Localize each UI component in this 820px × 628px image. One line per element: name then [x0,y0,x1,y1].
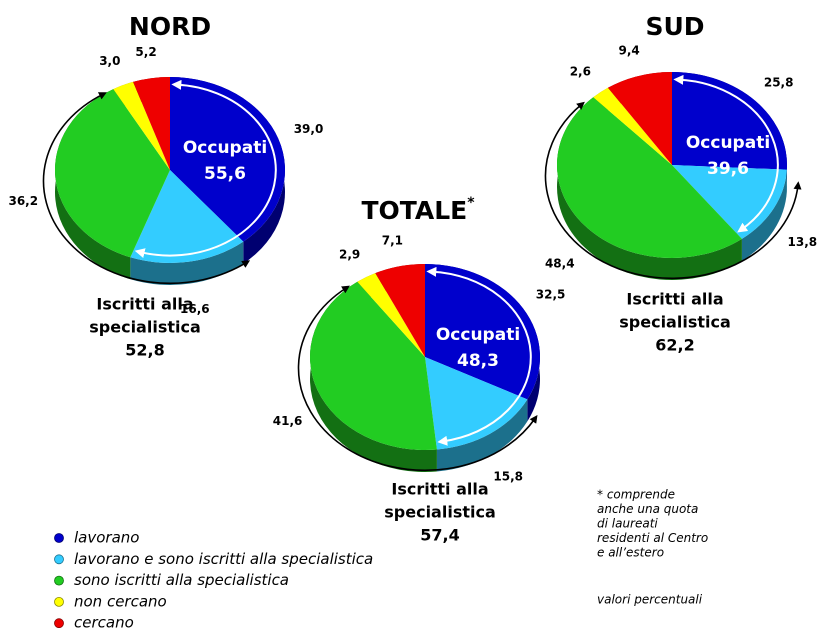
legend-label: lavorano e sono iscritti alla specialist… [74,550,373,568]
chart-title: TOTALE* [361,195,475,225]
units-note: valori percentuali [597,593,703,607]
pie-side [741,169,787,261]
value-label: 41,6 [273,414,303,428]
legend-swatch [54,554,64,565]
occupati-value: 48,3 [457,351,499,371]
iscritti-value: 52,8 [125,341,164,360]
chart-title-text: NORD [129,12,211,41]
value-label: 32,5 [536,287,566,301]
note-line: di laureati [597,517,658,531]
iscritti-arrow [42,92,251,285]
value-label: 16,6 [180,302,210,316]
pie-side [309,281,437,472]
value-label: 2,6 [570,64,591,78]
iscritti-label: specialistica [89,318,201,337]
value-label: 2,9 [339,247,360,261]
note-line: residenti al Centro [597,531,708,545]
legend-swatch [54,618,64,628]
note-line: * comprende [597,488,675,502]
iscritti-label: Iscritti alla [96,295,193,314]
chart-title-text: SUD [645,12,704,41]
chart-title: SUD [645,12,704,41]
occupati-label: Occupati [436,325,520,345]
iscritti-label: Iscritti alla [626,290,723,309]
value-label: 5,2 [135,45,156,59]
value-label: 48,4 [545,257,575,271]
pie-side [436,399,528,472]
value-label: 25,8 [764,75,794,89]
iscritti-label: Iscritti alla [391,480,488,499]
chart-title-mark: * [467,195,475,211]
iscritti-arrow [544,101,802,280]
value-label: 36,2 [8,194,38,208]
legend-label: sono iscritti alla specialistica [74,571,289,589]
legend-label: cercano [74,614,134,628]
value-label: 39,0 [294,122,324,136]
legend-swatch [54,597,64,607]
iscritti-arrow [297,285,538,472]
iscritti-value: 57,4 [420,526,459,545]
value-label: 3,0 [99,54,120,68]
chart-title-text: TOTALE [361,196,467,225]
value-label: 15,8 [493,470,523,484]
iscritti-value: 62,2 [655,336,694,355]
legend-label: non cercano [74,592,167,610]
iscritti-label: specialistica [619,313,731,332]
value-label: 13,8 [788,235,818,249]
chart-title: NORD [129,12,211,41]
occupati-label: Occupati [686,133,770,153]
occupati-label: Occupati [183,138,267,158]
value-label: 7,1 [382,233,403,247]
iscritti-label: specialistica [384,503,496,522]
value-label: 9,4 [619,44,640,58]
occupati-value: 55,6 [204,164,246,184]
occupati-value: 39,6 [707,159,749,179]
legend-label: lavorano [74,529,139,547]
legend-swatch [54,533,64,543]
note-line: e all’estero [597,546,664,560]
note-line: anche una quota [597,502,698,516]
legend-swatch [54,575,64,586]
